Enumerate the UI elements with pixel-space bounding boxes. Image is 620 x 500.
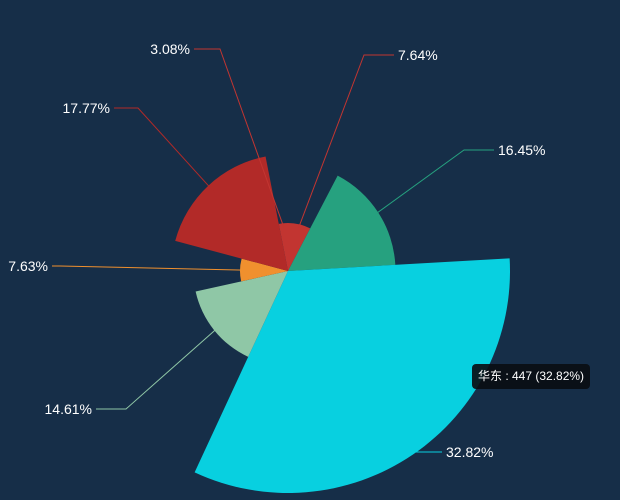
- leader-line-4: [96, 325, 221, 410]
- slice-percent-label-7: 3.08%: [150, 41, 190, 57]
- slice-percent-label-6: 17.77%: [63, 100, 110, 116]
- slice-percent-label-4: 14.61%: [45, 401, 92, 417]
- slice-percent-label-5: 7.63%: [8, 258, 48, 274]
- leader-line-5: [52, 265, 244, 271]
- rose-slice-6[interactable]: [175, 156, 288, 271]
- slice-percent-label-2: 16.45%: [498, 142, 545, 158]
- leader-line-1: [298, 54, 394, 229]
- rose-slice-2[interactable]: [288, 175, 396, 271]
- leader-line-7: [194, 48, 285, 228]
- rose-slice-3[interactable]: [194, 258, 510, 493]
- slice-percent-label-1: 7.64%: [398, 47, 438, 63]
- leader-line-3: [402, 439, 442, 453]
- rose-slice-5[interactable]: [240, 258, 288, 282]
- rose-slice-1[interactable]: [288, 223, 311, 271]
- rose-slice-7[interactable]: [278, 223, 288, 271]
- rose-slice-4[interactable]: [195, 271, 288, 357]
- tooltip: 华东 : 447 (32.82%): [472, 364, 591, 389]
- leader-line-2: [370, 149, 494, 218]
- slice-percent-label-3: 32.82%: [446, 444, 493, 460]
- leader-line-6: [114, 107, 216, 193]
